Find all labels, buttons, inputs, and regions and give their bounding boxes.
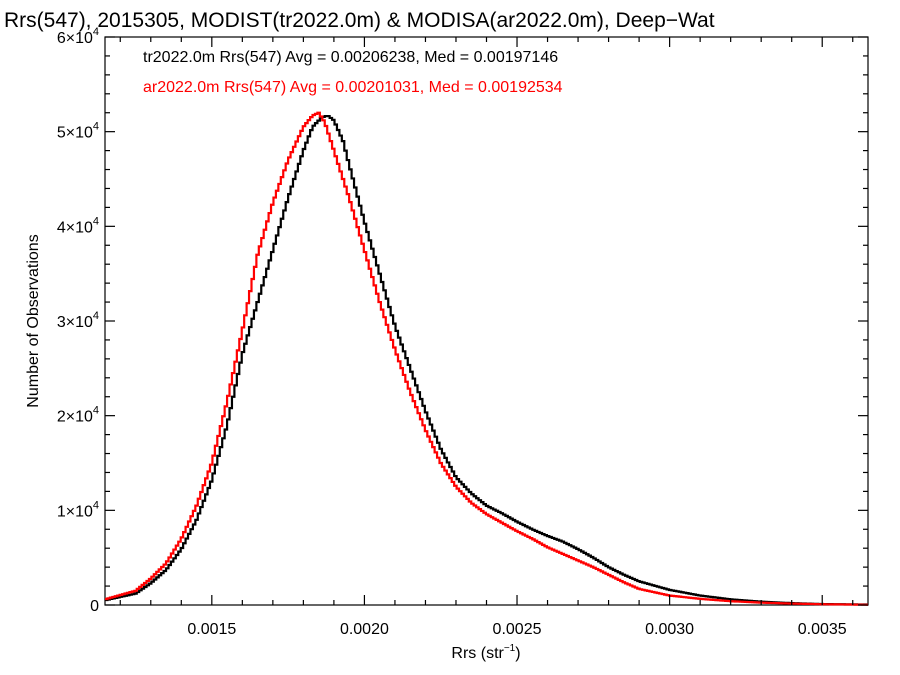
- x-tick-label: 0.0015: [187, 621, 236, 638]
- legend-entry-tr2022: tr2022.0m Rrs(547) Avg = 0.00206238, Med…: [143, 49, 558, 66]
- y-tick-label: 3×104: [57, 310, 99, 331]
- y-axis-label: Number of Observations: [25, 234, 42, 407]
- y-tick-label: 2×104: [57, 405, 99, 426]
- x-tick-label: 0.0020: [340, 621, 389, 638]
- y-tick-label: 4×104: [57, 215, 99, 236]
- x-tick-label: 0.0025: [493, 621, 542, 638]
- x-tick-label: 0.0035: [798, 621, 847, 638]
- y-tick-label: 6×104: [57, 26, 99, 47]
- y-axis: 0 1×104 2×104 3×104 4×104 5×104 6×104: [57, 26, 868, 615]
- x-axis-label-close: ): [515, 645, 520, 662]
- y-tick-label: 5×104: [57, 121, 99, 142]
- x-axis: 0.0015 0.0020 0.0025 0.0030 0.0035: [119, 37, 854, 638]
- series-line-0: [105, 114, 868, 606]
- plot-frame: [104, 36, 869, 606]
- x-axis-label-text: Rrs (str: [451, 645, 504, 662]
- y-tick-label: 0: [90, 598, 99, 615]
- series-layer: [105, 111, 868, 606]
- x-tick-label: 0.0030: [645, 621, 694, 638]
- y-tick-label: 1×104: [57, 499, 99, 520]
- chart-title: Rrs(547), 2015305, MODIST(tr2022.0m) & M…: [4, 9, 715, 32]
- legend-entry-ar2022: ar2022.0m Rrs(547) Avg = 0.00201031, Med…: [143, 79, 563, 96]
- x-axis-label: Rrs (str−1): [451, 643, 520, 662]
- series-line-1: [105, 111, 868, 606]
- x-axis-label-exponent: −1: [504, 643, 516, 654]
